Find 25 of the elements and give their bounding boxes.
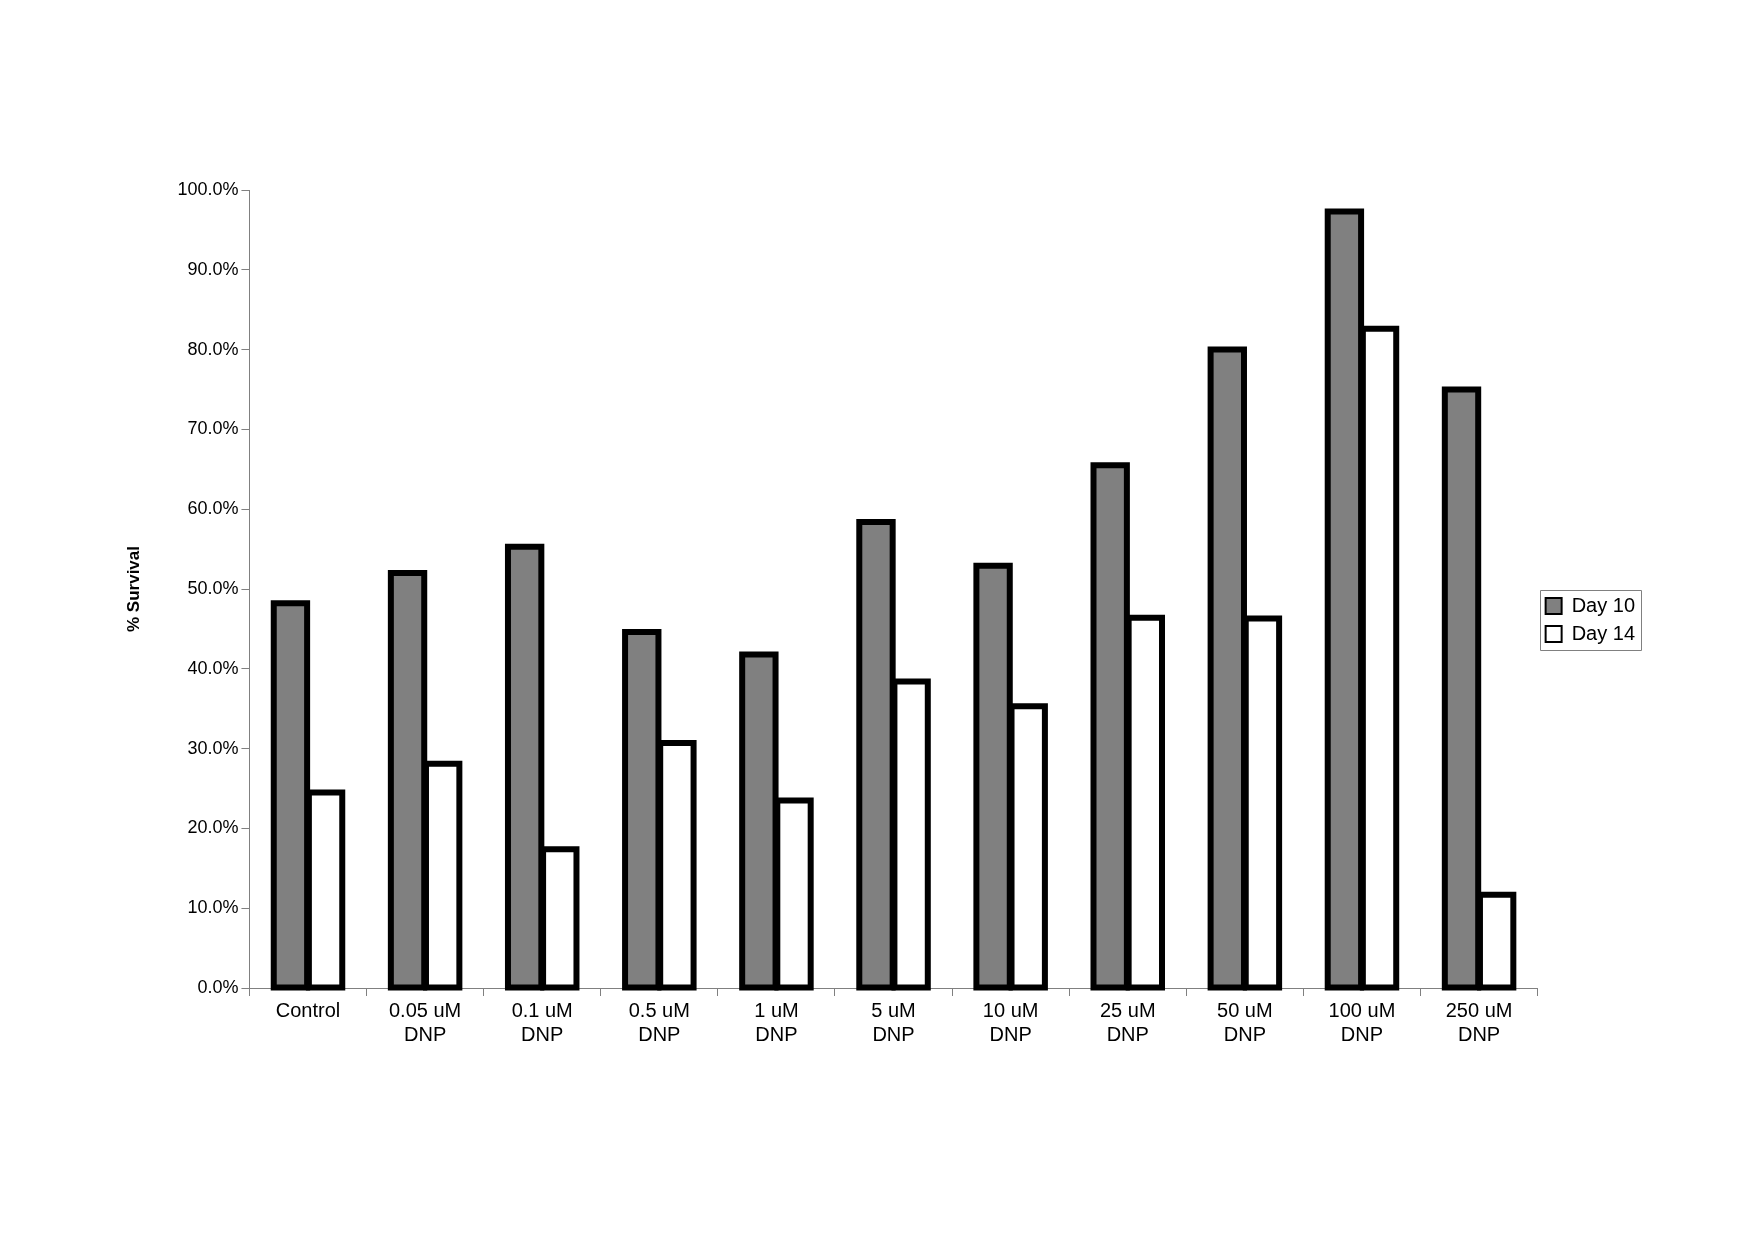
y-tick-label: 20.0% bbox=[187, 817, 239, 838]
x-tick-label: 0.05 uM DNP bbox=[388, 998, 462, 1045]
x-tick-label: 0.1 uM DNP bbox=[511, 998, 573, 1045]
y-tick-label: 30.0% bbox=[187, 737, 239, 758]
x-tick-label: 5 uM DNP bbox=[871, 998, 916, 1045]
y-tick-label: 40.0% bbox=[187, 657, 239, 678]
x-tick-label: 10 uM DNP bbox=[982, 998, 1039, 1045]
y-tick-label: 70.0% bbox=[187, 418, 239, 439]
legend-label: Day 14 bbox=[1571, 621, 1636, 644]
y-tick-label: 100.0% bbox=[177, 178, 239, 199]
y-tick-label: 60.0% bbox=[187, 498, 239, 519]
x-tick-label: 100 uM DNP bbox=[1328, 998, 1396, 1045]
y-tick-label: 0.0% bbox=[197, 976, 239, 997]
legend-label: Day 10 bbox=[1571, 593, 1636, 616]
x-tick-label: 250 uM DNP bbox=[1445, 998, 1513, 1045]
y-tick-label: 50.0% bbox=[187, 577, 239, 598]
x-tick-label: Control bbox=[275, 998, 341, 1021]
y-tick-label: 80.0% bbox=[187, 338, 239, 359]
x-tick-label: 25 uM DNP bbox=[1099, 998, 1156, 1045]
y-tick-label: 90.0% bbox=[187, 258, 239, 279]
x-tick-label: 0.5 uM DNP bbox=[628, 998, 690, 1045]
y-tick-label: 10.0% bbox=[187, 897, 239, 918]
x-tick-label: 50 uM DNP bbox=[1217, 998, 1273, 1045]
y-axis-title: % Survival bbox=[123, 546, 143, 632]
x-tick-label: 1 uM DNP bbox=[754, 998, 799, 1045]
